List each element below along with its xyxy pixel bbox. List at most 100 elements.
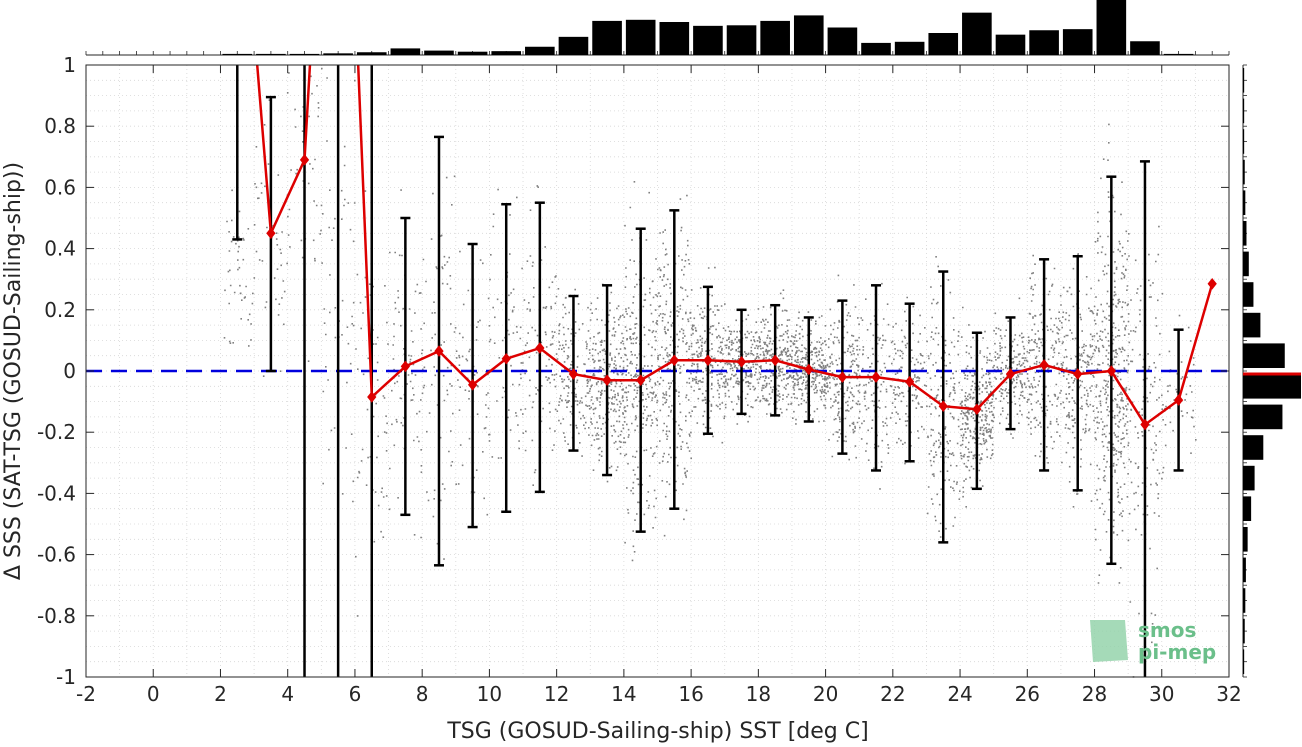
top-histogram-bar (894, 41, 925, 55)
axis-ticks: -2 0 2 4 6 8 10 12 14 16 18 20 22 24 26 28 30 32-1-0.8-0.… (37, 53, 1242, 706)
right-histogram-bar (1243, 343, 1285, 368)
y-tick-label: 0.2 (44, 298, 76, 322)
y-tick-label: -0.6 (37, 543, 76, 567)
top-histogram-bar (1029, 30, 1059, 55)
x-tick-label: 8 (416, 682, 429, 706)
top-histogram-bar (726, 25, 757, 55)
y-tick-label: 0.8 (44, 114, 76, 138)
top-histogram-bar (289, 53, 320, 55)
top-histogram-bar (793, 15, 824, 55)
x-tick-label: 16 (678, 682, 703, 706)
top-histogram-bar (592, 20, 622, 55)
mean-marker (837, 371, 848, 383)
top-histogram-bar (323, 53, 353, 55)
x-tick-label: 28 (1082, 682, 1107, 706)
right-histogram-bar (1243, 129, 1245, 154)
x-tick-label: 0 (147, 682, 160, 706)
y-tick-label: 0 (63, 359, 76, 383)
top-histogram-bar (1096, 0, 1127, 55)
mean-marker (266, 227, 276, 240)
y-tick-label: -0.4 (37, 481, 76, 505)
x-tick-label: 26 (1015, 682, 1040, 706)
mean-marker (1207, 277, 1217, 290)
right-histogram-bar (1243, 557, 1246, 583)
right-histogram-bar (1243, 496, 1252, 521)
right-histogram-bar (1243, 159, 1245, 185)
right-histogram-bar (1243, 527, 1248, 552)
right-histogram (1242, 64, 1301, 678)
mean-marker (770, 354, 780, 367)
mean-line (255, 65, 1214, 427)
right-histogram-bar (1243, 404, 1283, 430)
y-tick-label: -1 (56, 665, 76, 689)
mean-marker (602, 374, 612, 386)
mean-marker (669, 354, 679, 367)
right-histogram-bar (1243, 221, 1247, 246)
scatter-cloud (223, 67, 1197, 678)
top-histogram-bar (760, 20, 790, 55)
x-tick-label: 20 (813, 682, 838, 706)
right-histogram-bar (1243, 312, 1261, 338)
mean-marker (871, 371, 881, 383)
x-tick-label: 10 (477, 682, 502, 706)
top-histogram-bar (222, 53, 253, 55)
top-histogram-bar (861, 42, 891, 55)
mean-marker (535, 342, 545, 354)
mean-marker (367, 391, 377, 403)
top-histogram-bar (558, 36, 589, 55)
top-histogram-bar (827, 27, 858, 55)
mean-marker (501, 352, 511, 365)
top-histogram-bar (525, 46, 555, 55)
right-histogram-bar (1243, 588, 1246, 613)
mean-marker (400, 360, 411, 373)
top-histogram (85, 0, 1230, 56)
right-histogram-bar (1243, 68, 1245, 93)
top-histogram-bar (693, 25, 723, 55)
x-tick-label: 32 (1216, 682, 1241, 706)
x-tick-label: 12 (544, 682, 569, 706)
x-tick-label: -2 (76, 682, 96, 706)
x-tick-label: 2 (214, 682, 227, 706)
x-tick-label: 18 (746, 682, 771, 706)
x-tick-label: 4 (281, 682, 294, 706)
top-histogram-bar (625, 19, 656, 55)
mean-marker (568, 368, 579, 380)
top-histogram-bar (928, 33, 959, 55)
x-tick-label: 6 (349, 682, 362, 706)
smos-pimep-logo: smos pi-mep (1090, 618, 1216, 664)
y-tick-label: 0.6 (44, 175, 76, 199)
mean-marker (299, 154, 310, 166)
mean-markers (266, 154, 1217, 431)
top-histogram-bar (1130, 41, 1160, 55)
top-histogram-bar (356, 52, 387, 55)
mean-marker (1073, 368, 1083, 380)
top-histogram-bar (1163, 53, 1194, 55)
logo-text-line2: pi-mep (1138, 640, 1216, 664)
logo-text-line1: smos (1138, 618, 1196, 642)
top-histogram-bar (995, 34, 1026, 55)
top-histogram-bar (390, 48, 421, 55)
mean-marker (1106, 365, 1116, 377)
x-tick-label: 22 (880, 682, 905, 706)
mean-marker (1039, 359, 1049, 371)
logo-mark (1090, 620, 1128, 662)
right-histogram-bar (1243, 251, 1249, 277)
right-histogram-bar (1243, 465, 1255, 491)
x-tick-label: 14 (611, 682, 636, 706)
mean-marker (636, 374, 646, 386)
y-tick-label: 1 (63, 53, 76, 77)
mean-marker (703, 354, 713, 367)
right-histogram-bar (1243, 649, 1245, 674)
mean-marker (1173, 394, 1184, 406)
top-histogram-bar (256, 53, 286, 55)
y-tick-label: -0.8 (37, 604, 76, 628)
mean-marker (972, 403, 982, 416)
x-axis-label: TSG (GOSUD-Sailing-ship) SST [deg C] (446, 719, 868, 744)
mean-marker (1005, 368, 1016, 380)
mean-marker (434, 345, 444, 357)
top-histogram-bar (1062, 29, 1093, 55)
right-histogram-bar (1243, 374, 1301, 399)
top-histogram-bar (962, 12, 992, 55)
right-histogram-bar (1243, 282, 1254, 307)
